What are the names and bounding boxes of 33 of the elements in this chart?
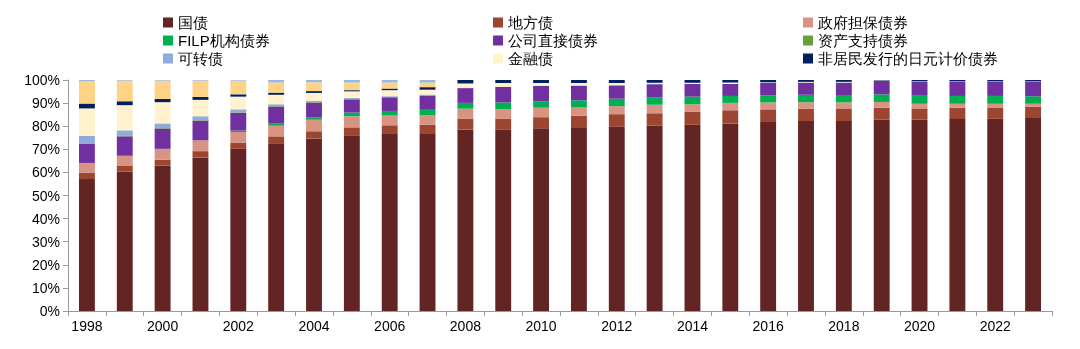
legend-label: FILP机构债券: [178, 32, 270, 49]
legend-label: 政府担保债券: [818, 14, 908, 31]
legend-label: 国债: [178, 14, 208, 31]
legend-label: 公司直接债券: [508, 32, 598, 49]
y-tick-label: 40%: [31, 210, 60, 227]
x-tick-label: 2012: [601, 318, 633, 334]
x-tick-label: 2014: [676, 318, 709, 334]
legend-label: 可转债: [178, 50, 223, 67]
y-tick-label: 30%: [31, 233, 60, 250]
x-tick-label: 2004: [298, 318, 330, 334]
x-tick-label: 2010: [525, 318, 557, 334]
x-tick-label: 2022: [979, 318, 1012, 334]
y-tick-label: 70%: [31, 141, 60, 158]
y-tick-label: 20%: [31, 256, 60, 273]
x-tick-label: 2016: [752, 318, 784, 334]
legend-label: 非居民发行的日元计价债券: [818, 50, 998, 67]
y-tick-label: 100%: [24, 72, 60, 88]
y-tick-label: 50%: [31, 187, 60, 204]
legend-label: 地方债: [507, 14, 553, 31]
x-tick-label: 2008: [449, 318, 482, 334]
legend-label: 资产支持债券: [818, 32, 908, 49]
y-tick-label: 0%: [39, 303, 60, 319]
x-tick-label: 2018: [828, 318, 860, 334]
y-tick-label: 60%: [31, 164, 60, 181]
x-tick-label: 2006: [374, 318, 406, 334]
x-tick-label: 2020: [903, 318, 936, 334]
x-tick-label: 2000: [147, 318, 179, 334]
y-tick-label: 90%: [31, 95, 60, 112]
x-tick-label: 1998: [71, 318, 103, 334]
y-tick-label: 10%: [31, 279, 60, 296]
legend-label: 金融债: [508, 50, 553, 67]
x-tick-label: 2002: [222, 318, 255, 334]
y-tick-label: 80%: [31, 118, 60, 135]
